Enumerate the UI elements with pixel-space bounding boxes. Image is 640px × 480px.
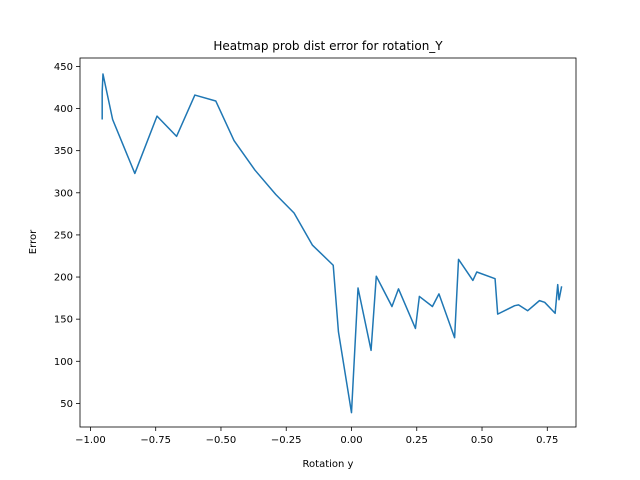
x-tick-label: −0.75 bbox=[140, 435, 171, 446]
y-tick-label: 450 bbox=[54, 62, 73, 73]
x-tick-label: −1.00 bbox=[75, 435, 106, 446]
x-axis-label: Rotation y bbox=[303, 459, 354, 470]
y-tick-label: 150 bbox=[54, 315, 73, 326]
series-line bbox=[101, 73, 563, 414]
x-tick-label: 0.75 bbox=[536, 435, 558, 446]
chart-title: Heatmap prob dist error for rotation_Y bbox=[213, 39, 443, 53]
x-tick-label: −0.25 bbox=[271, 435, 302, 446]
plot-frame bbox=[79, 57, 577, 428]
x-axis: −1.00 −0.75 −0.50 −0.25 0.00 0.25 0.50 0.75 bbox=[75, 427, 558, 446]
x-tick-label: 0.00 bbox=[340, 435, 362, 446]
y-tick-label: 200 bbox=[54, 273, 73, 284]
y-tick-label: 50 bbox=[60, 399, 73, 410]
y-tick-label: 300 bbox=[54, 188, 73, 199]
y-tick-label: 100 bbox=[54, 357, 73, 368]
x-tick-label: 0.50 bbox=[471, 435, 493, 446]
y-tick-label: 350 bbox=[54, 146, 73, 157]
y-tick-label: 400 bbox=[54, 104, 73, 115]
x-tick-label: 0.25 bbox=[406, 435, 428, 446]
y-axis-label: Error bbox=[28, 229, 39, 254]
y-axis: 50 100 150 200 250 300 350 400 450 bbox=[54, 62, 80, 410]
plot-area bbox=[101, 73, 563, 414]
x-tick-label: −0.50 bbox=[206, 435, 237, 446]
y-tick-label: 250 bbox=[54, 230, 73, 241]
